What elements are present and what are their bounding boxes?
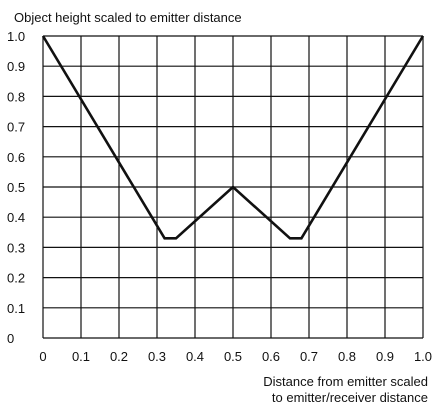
x-tick-labels: 0 0.1 0.2 0.3 0.4 0.5 0.6 0.7 0.8 0.9 1.0 <box>39 349 432 364</box>
x-tick-label: 0.5 <box>224 349 242 364</box>
chart-series <box>41 35 425 240</box>
x-tick-label: 1.0 <box>414 349 432 364</box>
y-tick-label: 0.9 <box>7 59 25 74</box>
x-axis-label: Distance from emitter scaled to emitter/… <box>263 374 428 406</box>
x-tick-label: 0.8 <box>338 349 356 364</box>
x-tick-label: 0.4 <box>186 349 204 364</box>
y-tick-label: 0.1 <box>7 301 25 316</box>
y-tick-label: 0.3 <box>7 240 25 255</box>
x-tick-label: 0.2 <box>110 349 128 364</box>
y-tick-labels: 0 0.1 0.2 0.3 0.4 0.5 0.6 0.7 0.8 0.9 1.0 <box>7 29 25 346</box>
y-tick-label: 0.8 <box>7 89 25 104</box>
series-line <box>41 35 425 240</box>
y-axis-label: Object height scaled to emitter distance <box>14 10 242 25</box>
x-tick-label: 0.7 <box>300 349 318 364</box>
y-tick-label: 0.6 <box>7 150 25 165</box>
x-tick-label: 0.6 <box>262 349 280 364</box>
x-tick-label: 0 <box>39 349 46 364</box>
y-tick-label: 0.4 <box>7 210 25 225</box>
x-axis-label-line-2: to emitter/receiver distance <box>271 390 428 405</box>
x-tick-label: 0.3 <box>148 349 166 364</box>
x-tick-label: 0.9 <box>376 349 394 364</box>
y-tick-label: 1.0 <box>7 29 25 44</box>
y-tick-label: 0.5 <box>7 180 25 195</box>
chart-grid <box>42 35 424 339</box>
y-tick-label: 0.7 <box>7 120 25 135</box>
y-tick-label: 0 <box>7 331 14 346</box>
x-axis-label-line-1: Distance from emitter scaled <box>263 374 428 389</box>
x-tick-label: 0.1 <box>72 349 90 364</box>
y-tick-label: 0.2 <box>7 271 25 286</box>
